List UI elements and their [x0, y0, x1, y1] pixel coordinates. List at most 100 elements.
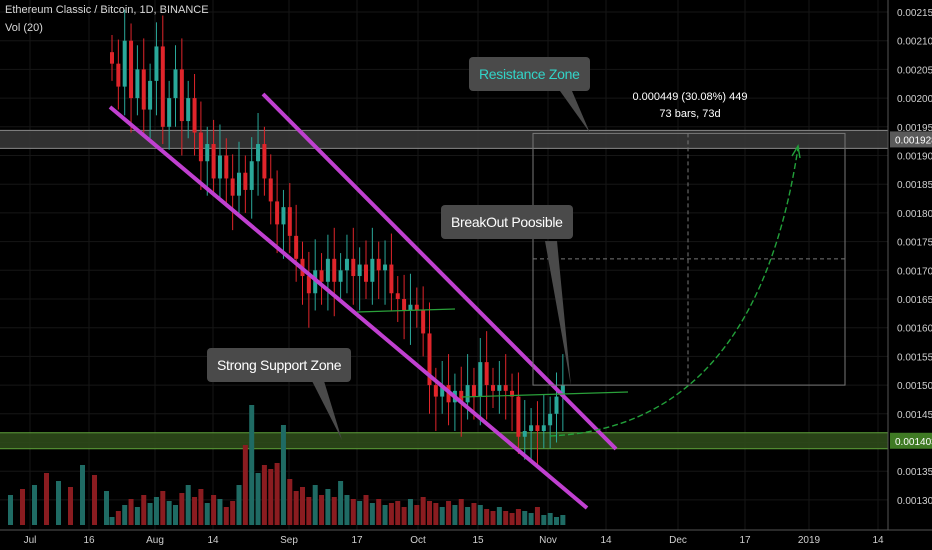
- volume-bar: [68, 487, 73, 525]
- price-tick: 0.00165: [897, 295, 932, 306]
- volume-bar: [439, 507, 445, 525]
- time-tick: 14: [600, 535, 612, 546]
- candle-body: [275, 201, 280, 225]
- candle-body: [497, 385, 502, 391]
- time-tick: 2019: [798, 535, 821, 546]
- candle-body: [287, 207, 292, 236]
- candle-body: [198, 132, 203, 162]
- candle-body: [237, 172, 241, 196]
- candle-body: [503, 385, 508, 391]
- price-tick: 0.00185: [897, 180, 932, 191]
- volume-bar: [122, 505, 128, 525]
- channel-upper-line[interactable]: [261, 92, 618, 451]
- support-zone: [0, 432, 888, 449]
- candle-body: [110, 52, 114, 64]
- volume-bar: [185, 485, 191, 525]
- breakout-label[interactable]: BreakOut Poosible: [441, 205, 573, 239]
- price-tick: 0.00195: [897, 123, 932, 134]
- symbol-title[interactable]: Ethereum Classic / Bitcoin, 1D, BINANCE: [5, 4, 209, 16]
- volume-bar: [465, 507, 471, 525]
- volume-bar: [312, 485, 318, 525]
- support-callout-pointer: [312, 381, 342, 440]
- volume-bar: [242, 445, 248, 525]
- candle-body: [256, 144, 261, 162]
- volume-bar: [560, 515, 566, 525]
- volume-bar: [484, 509, 490, 525]
- volume-bar: [56, 481, 61, 525]
- volume-bar: [534, 507, 540, 525]
- volume-bar: [490, 511, 496, 525]
- volume-bar: [160, 491, 166, 525]
- volume-bar: [350, 499, 356, 525]
- candle-body: [491, 385, 495, 391]
- volume-bar: [433, 503, 439, 525]
- candle-body: [129, 40, 134, 99]
- support-price-tag: [890, 432, 932, 449]
- candle-body: [395, 293, 400, 299]
- candle-body: [319, 270, 324, 282]
- candle-body: [471, 385, 476, 397]
- breakout-callout-pointer: [545, 241, 571, 386]
- volume-bar: [211, 495, 217, 525]
- volume-bar: [92, 475, 97, 525]
- volume-bar: [344, 495, 350, 525]
- volume-bar: [115, 511, 121, 525]
- candle-body: [560, 385, 565, 397]
- volume-bar: [458, 499, 464, 525]
- price-tick: 0.00170: [897, 266, 932, 277]
- time-tick: Dec: [669, 535, 687, 546]
- time-tick: Jul: [24, 535, 37, 546]
- time-tick: Aug: [146, 535, 164, 546]
- price-tick: 0.00180: [897, 209, 932, 220]
- candle-body: [192, 98, 197, 133]
- support-zone-label[interactable]: Strong Support Zone: [207, 348, 352, 382]
- resistance-price-tag-text: 0.001928: [895, 135, 932, 146]
- channel-lower-line[interactable]: [108, 105, 589, 510]
- candle-body: [173, 69, 178, 99]
- candle-body: [268, 178, 273, 202]
- candle-body: [484, 362, 489, 386]
- volume-bar: [280, 425, 286, 525]
- price-tick: 0.00130: [897, 496, 932, 507]
- range-line: [356, 308, 456, 313]
- volume-bar: [363, 495, 369, 525]
- price-axis: 0.002150.002100.002050.002000.001950.001…: [887, 0, 932, 530]
- volume-bar: [223, 507, 229, 525]
- volume-bar: [204, 503, 210, 525]
- candle-body: [408, 304, 413, 311]
- volume-bar: [300, 487, 305, 525]
- volume-bar: [166, 501, 172, 525]
- volume-bar: [274, 463, 280, 525]
- candle-body: [427, 333, 432, 386]
- price-tick: 0.00200: [897, 94, 932, 105]
- volume-indicator-label[interactable]: Vol (20): [5, 22, 43, 34]
- time-tick: 17: [739, 535, 751, 546]
- volume-bar: [376, 499, 382, 525]
- volume-bars: [8, 405, 566, 525]
- candle-body: [116, 63, 121, 87]
- resistance-zone-label[interactable]: Resistance Zone: [469, 57, 590, 91]
- volume-bar: [452, 505, 458, 525]
- resistance-price-tag: [890, 131, 932, 148]
- volume-bar: [331, 497, 337, 525]
- volume-bar: [522, 511, 528, 525]
- candle-body: [148, 80, 153, 110]
- candle-body: [281, 207, 286, 225]
- volume-bar: [20, 489, 25, 525]
- candle-body: [344, 258, 349, 271]
- resistance-callout-pointer: [560, 91, 590, 133]
- volume-bar: [325, 489, 331, 525]
- candle-body: [383, 264, 388, 271]
- volume-bar: [230, 501, 236, 525]
- volume-bar: [414, 505, 420, 525]
- volume-bar: [128, 499, 134, 525]
- volume-bar: [503, 511, 509, 525]
- volume-bar: [147, 503, 153, 525]
- volume-bar: [134, 507, 140, 525]
- volume-bar: [198, 489, 204, 525]
- candle-body: [262, 144, 267, 179]
- price-tick: 0.00150: [897, 381, 932, 392]
- projection-curve[interactable]: [549, 147, 799, 437]
- price-tick: 0.00175: [897, 238, 932, 249]
